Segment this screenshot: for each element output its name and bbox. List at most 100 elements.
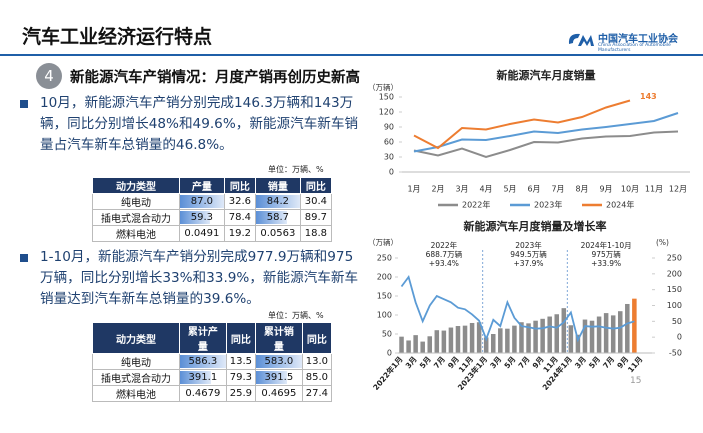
- cell-bar: [180, 355, 226, 368]
- annotation: 2022年: [431, 240, 458, 250]
- table-cell: 87.0: [179, 193, 225, 210]
- cell-text: 89.7: [304, 212, 328, 223]
- cell-bar: [180, 211, 210, 224]
- table-cell: 79.3: [225, 369, 257, 386]
- bullet-text: 1-10月，新能源汽车产销分别完成977.9万辆和975万辆，同比分别增长33%…: [40, 249, 359, 307]
- table-row: 燃料电池 0.4679 25.9 0.4695 27.4: [92, 385, 333, 402]
- cell-text: 59.3: [190, 212, 214, 223]
- bar: [413, 335, 418, 353]
- y2-tick-label: 200: [667, 269, 682, 278]
- bullet-marker: [20, 254, 28, 262]
- table-cell: 燃料电池: [92, 385, 180, 402]
- header-cell: 累计销量: [255, 322, 303, 354]
- cell-text: 0.4679: [185, 388, 221, 399]
- table-cell: 78.4: [223, 209, 256, 226]
- bar: [455, 326, 461, 353]
- y-tick-label: 200: [377, 273, 392, 282]
- y-tick-label: 150: [379, 93, 394, 102]
- bar: [441, 330, 447, 353]
- bar: [399, 336, 404, 353]
- y2-tick-label: 150: [667, 285, 682, 294]
- x-tick-label: 5月: [418, 355, 433, 371]
- y2-tick-label: 50: [672, 317, 682, 326]
- table-cell: 32.6: [223, 193, 256, 210]
- x-tick-label: 11月: [626, 355, 644, 375]
- bar: [533, 320, 538, 353]
- cell-text: 58.7: [266, 212, 289, 223]
- header-rule: [0, 54, 703, 56]
- bar: [448, 327, 454, 353]
- x-tick-label: 2月: [431, 185, 444, 194]
- table-cell: 13.5: [225, 353, 257, 370]
- table-cell: 18.8: [299, 225, 333, 242]
- series-line: [413, 99, 631, 150]
- bar: [625, 303, 630, 353]
- table-cell: 纯电动: [92, 193, 180, 210]
- combo-chart: 新能源汽车月度销量及增长率 （万辆） (%) 0 50 100 150 200 250 -50 0 5…: [368, 219, 682, 390]
- table-cell: 25.9: [225, 385, 257, 402]
- table-cell: 0.4679: [179, 385, 227, 402]
- x-tick-label: 1月: [407, 185, 420, 194]
- cell-text: 583.0: [264, 356, 294, 367]
- table-cell: 583.0: [255, 353, 303, 370]
- section-number: 4: [36, 63, 62, 89]
- line-chart: 新能源汽车月度销量 （万辆） 0 30 60 90 120 150 1月 2月 3月 4月 5月 6月 7月…: [368, 68, 690, 210]
- x-tick-label: 7月: [432, 355, 447, 371]
- header-cell: 动力类型: [92, 322, 180, 354]
- y-tick-label: 120: [379, 108, 394, 117]
- x-tick-label: 8月: [575, 185, 588, 194]
- bar: [617, 311, 623, 353]
- header-row: 动力类型 累计产量 同比 累计销量 同比: [92, 322, 333, 354]
- table-row: 插电式混合动力 391.1 79.3 391.5 85.0: [92, 369, 333, 386]
- table-row: 燃料电池 0.0491 19.2 0.0563 18.8: [92, 225, 333, 242]
- cell-text: 插电式混合动力: [101, 374, 171, 385]
- header-cell: 产量: [179, 177, 225, 194]
- y2-tick-label: 100: [667, 301, 682, 310]
- table-cell: 13.0: [301, 353, 333, 370]
- bar: [603, 313, 609, 353]
- bar: [469, 322, 475, 353]
- table-cell: 插电式混合动力: [92, 369, 180, 386]
- header-cell: 同比: [299, 177, 333, 194]
- cell-text: 84.2: [266, 196, 289, 207]
- bar: [561, 308, 567, 353]
- annotation: +37.9%: [513, 259, 543, 268]
- cell-text: 30.4: [304, 196, 328, 207]
- bar: [582, 319, 588, 353]
- table-cell: 391.1: [179, 369, 227, 386]
- table-cell: 89.7: [299, 209, 333, 226]
- section-heading: 新能源汽车产销情况：月度产销再创历史新高: [70, 70, 360, 86]
- table-cell: 0.0491: [179, 225, 225, 242]
- table-cell: 84.2: [254, 193, 301, 210]
- table-row: 纯电动 87.0 32.6 84.2 30.4: [92, 193, 333, 210]
- cell-text: 纯电动: [121, 358, 151, 369]
- bar: [540, 318, 545, 353]
- table-cell: 58.7: [254, 209, 301, 226]
- legend-label: 2024年: [606, 200, 634, 210]
- cell-text: 87.0: [190, 196, 214, 207]
- y-tick-label: 150: [377, 292, 392, 301]
- table-cell: 燃料电池: [92, 225, 180, 242]
- x-tick-label: 7月: [517, 355, 532, 371]
- cell-text: 27.4: [305, 388, 328, 399]
- bullet-marker: [20, 100, 28, 108]
- x-tick-label: 7月: [551, 185, 564, 194]
- bar: [632, 298, 637, 353]
- y-tick-label: 250: [377, 254, 392, 263]
- cell-bar: [256, 371, 287, 384]
- table-cell: 586.3: [179, 353, 227, 370]
- chart-title: 新能源汽车月度销量: [497, 68, 596, 82]
- y2-tick-label: 250: [667, 254, 682, 263]
- cell-text: 85.0: [305, 372, 328, 383]
- bar: [589, 320, 595, 353]
- table-cell: 391.5: [255, 369, 303, 386]
- x-tick-label: 9月: [599, 185, 612, 194]
- table-cell: 59.3: [179, 209, 225, 226]
- y-tick-label: 30: [384, 153, 394, 162]
- y-axis-label: （万辆）: [368, 237, 398, 247]
- table-cell: 85.0: [301, 369, 333, 386]
- cell-text: 燃料电池: [116, 230, 156, 241]
- x-tick-label: 5月: [587, 355, 602, 371]
- y-tick-label: 60: [384, 138, 394, 147]
